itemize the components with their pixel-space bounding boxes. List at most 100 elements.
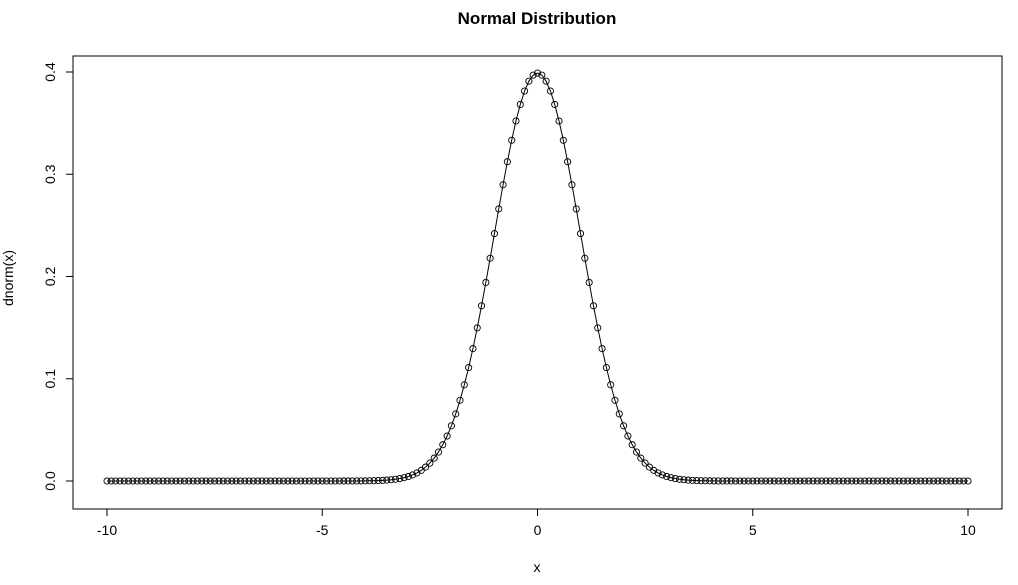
data-point (516, 100, 524, 108)
data-point (684, 476, 692, 484)
y-tick-label: 0.3 (42, 164, 58, 184)
data-point (150, 477, 158, 485)
data-point (714, 477, 722, 485)
data-point (391, 475, 399, 483)
data-point (357, 477, 365, 485)
data-point (744, 477, 753, 485)
data-point (921, 477, 929, 485)
data-point (917, 477, 925, 485)
data-point (658, 471, 666, 479)
data-point (439, 441, 447, 449)
data-point (232, 477, 240, 485)
data-point (555, 117, 563, 125)
data-point (275, 477, 283, 485)
data-point (378, 476, 387, 484)
data-point (314, 477, 322, 485)
data-point (620, 422, 628, 430)
data-point (697, 477, 705, 485)
data-point (564, 158, 572, 166)
data-point (340, 477, 348, 485)
data-point (723, 477, 731, 485)
data-point (951, 477, 959, 485)
data-point (193, 477, 201, 485)
data-point (288, 477, 296, 485)
data-point (546, 87, 554, 95)
data-point (663, 472, 671, 481)
y-axis: 0.0 0.1 0.2 0.3 0.4 (42, 62, 74, 491)
data-point (189, 477, 197, 485)
x-tick-label: -10 (97, 522, 117, 538)
data-point (891, 477, 899, 485)
data-point (249, 477, 257, 485)
data-point (710, 477, 718, 485)
data-point (404, 472, 412, 481)
data-point (749, 477, 757, 485)
data-point (434, 448, 443, 456)
data-point (129, 477, 137, 485)
data-point (335, 477, 344, 485)
plot-frame (72, 55, 1003, 510)
data-point (706, 477, 714, 485)
data-point (452, 410, 460, 418)
data-point (899, 477, 907, 485)
data-point (878, 477, 886, 485)
data-point (258, 477, 266, 485)
data-point (124, 477, 133, 485)
data-point (465, 364, 473, 372)
data-point (542, 77, 550, 85)
data-point (146, 477, 154, 485)
data-point (598, 345, 606, 353)
data-point (107, 477, 115, 485)
data-point (155, 477, 163, 485)
data-point (813, 477, 821, 485)
data-point (331, 477, 339, 485)
y-axis-label: dnorm(x) (0, 250, 16, 306)
data-point (512, 117, 520, 125)
data-point (495, 205, 503, 213)
data-point (688, 476, 697, 484)
data-point (245, 477, 253, 485)
data-point (908, 477, 916, 485)
data-point (594, 324, 602, 332)
y-tick-label: 0.2 (42, 267, 58, 287)
data-point (271, 477, 279, 485)
data-point (955, 477, 963, 485)
data-point (848, 477, 856, 485)
data-point (680, 476, 688, 484)
data-point (327, 477, 335, 485)
data-point (120, 477, 128, 485)
data-point (839, 477, 847, 485)
data-point (486, 254, 494, 262)
data-point (396, 475, 404, 483)
data-point (284, 477, 292, 485)
data-point (964, 477, 972, 485)
data-point (865, 477, 873, 485)
y-tick-label: 0.0 (42, 471, 58, 491)
data-point (930, 477, 938, 485)
data-point (211, 477, 219, 485)
data-point (241, 477, 249, 485)
data-point (753, 477, 761, 485)
data-point (185, 477, 193, 485)
data-point (180, 477, 189, 485)
data-point (383, 476, 391, 484)
series-line (107, 72, 968, 482)
data-point (637, 454, 645, 462)
data-point (228, 477, 236, 485)
data-point (206, 477, 214, 485)
y-tick-label: 0.1 (42, 369, 58, 389)
data-point (503, 158, 511, 166)
data-point (667, 474, 675, 482)
data-point (482, 278, 490, 286)
data-point (719, 477, 727, 485)
data-point (137, 477, 145, 485)
data-point (826, 477, 834, 485)
data-point (925, 477, 933, 485)
data-point (762, 477, 770, 485)
data-point (615, 410, 623, 418)
data-point (142, 477, 150, 485)
data-point (624, 432, 632, 440)
data-point (219, 477, 227, 485)
data-point (344, 477, 352, 485)
data-point (223, 477, 232, 485)
